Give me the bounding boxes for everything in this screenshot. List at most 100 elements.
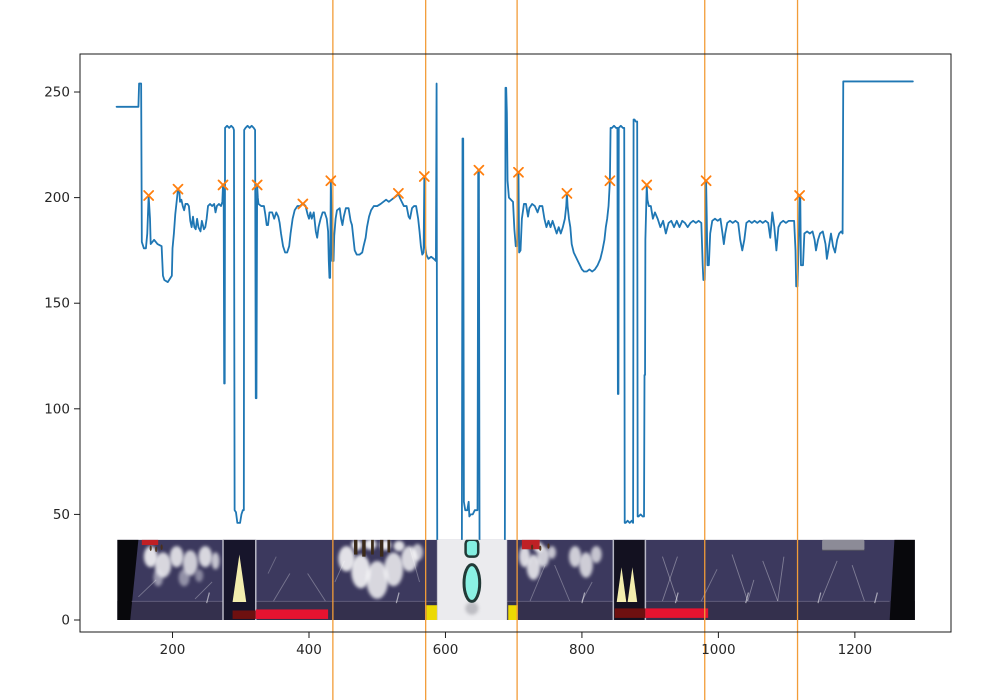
lane-mark xyxy=(273,573,291,602)
curb-tick xyxy=(206,592,210,604)
cloud-swirl xyxy=(526,554,541,580)
lane-mark xyxy=(307,573,326,602)
dark-red-bar-2 xyxy=(614,608,646,618)
lane-mark xyxy=(529,564,546,602)
curb-tick xyxy=(581,592,586,604)
peak-marker-x xyxy=(604,175,616,187)
cloud-swirl xyxy=(412,543,423,561)
lane-mark xyxy=(662,556,678,602)
cloud-swirl xyxy=(211,552,220,570)
cloud-swirl xyxy=(153,569,163,587)
x-tick-label: 200 xyxy=(160,642,186,658)
lane-mark xyxy=(700,569,718,602)
red-bar-2 xyxy=(645,608,709,618)
black-right-wedge xyxy=(889,539,915,621)
dark-red-bar-1 xyxy=(232,610,256,619)
pawn-shadow xyxy=(465,602,479,615)
y-tick-label: 150 xyxy=(44,296,70,312)
dark-streak xyxy=(371,539,374,555)
y-tick-label: 200 xyxy=(44,190,70,206)
x-tick-label: 800 xyxy=(569,642,595,658)
gray-panel xyxy=(822,539,865,551)
peak-marker-x xyxy=(418,171,430,182)
x-tick-label: 400 xyxy=(296,642,322,658)
x-tick-label: 1000 xyxy=(701,642,735,658)
debris-speck xyxy=(149,545,152,551)
line-series xyxy=(115,80,914,571)
cloud-swirl xyxy=(198,546,213,568)
cloud-swirl xyxy=(547,546,556,559)
cloud-swirl xyxy=(182,550,198,576)
game-minimap-strip xyxy=(117,539,915,621)
lane-mark xyxy=(762,560,779,602)
peak-marker-x xyxy=(513,166,524,178)
lane-mark xyxy=(334,560,345,583)
cloud-swirl xyxy=(195,569,204,582)
cloud-swirl xyxy=(364,539,377,550)
up-arrow-sign-2b xyxy=(627,567,638,603)
lane-mark xyxy=(138,579,157,598)
cloud-swirl xyxy=(393,540,405,552)
black-left-wedge xyxy=(117,539,139,621)
lane-mark xyxy=(731,554,749,602)
curb-tick xyxy=(745,592,749,604)
peak-marker-x xyxy=(172,183,184,195)
pawn-head xyxy=(464,539,480,558)
cloud-swirl xyxy=(169,546,184,568)
dark-streak xyxy=(387,539,391,553)
axes: 200 400 600 800 1000 1200 0 50 100 150 200 250 xyxy=(44,53,952,658)
peak-marker-x xyxy=(561,187,573,199)
lane-mark xyxy=(194,581,213,600)
cloud-swirl xyxy=(579,552,593,578)
y-tick-label: 50 xyxy=(53,507,70,523)
lane-mark xyxy=(267,556,277,574)
debris-speck xyxy=(155,546,158,552)
curb-tick xyxy=(874,592,878,604)
lane-mark xyxy=(820,560,838,602)
curb-tick xyxy=(817,592,822,604)
peak-marker-x xyxy=(297,198,309,210)
peak-marker-x xyxy=(325,175,337,187)
x-tick-label: 600 xyxy=(433,642,459,658)
red-bar-1 xyxy=(255,609,329,619)
cloud-swirl xyxy=(568,546,582,568)
lane-mark xyxy=(851,564,865,602)
red-patch-mid xyxy=(521,539,540,550)
curb-tick xyxy=(674,592,679,604)
lane-mark xyxy=(662,556,678,602)
cloud-swirl xyxy=(351,554,371,589)
cloud-swirl xyxy=(143,546,158,568)
dark-streak xyxy=(354,539,358,555)
curb-tick xyxy=(395,592,400,604)
peak-marker-x xyxy=(700,175,712,187)
lane-mark xyxy=(747,579,755,602)
arrow-panel-2 xyxy=(613,539,646,621)
up-arrow-sign-2a xyxy=(616,567,627,603)
peak-marker-x xyxy=(473,164,485,176)
event-vlines xyxy=(332,0,799,700)
peak-marker-x xyxy=(641,179,653,191)
y-tick-label: 250 xyxy=(44,85,70,101)
cloud-swirl xyxy=(366,560,389,599)
pawn-body xyxy=(462,563,482,603)
peak-marker-x xyxy=(143,190,155,201)
y-tick-label: 0 xyxy=(61,613,70,629)
peak-marker-x xyxy=(251,179,263,191)
cloud-swirl xyxy=(590,546,602,563)
axes-spines xyxy=(79,53,952,633)
x-tick-label: 1200 xyxy=(838,642,872,658)
yellow-marker-1 xyxy=(426,605,438,621)
peak-marker-x xyxy=(392,187,404,199)
peak-markers xyxy=(143,164,805,210)
peak-marker-x xyxy=(217,179,229,191)
up-arrow-sign xyxy=(232,554,247,603)
cloud-swirl xyxy=(384,552,404,587)
lane-mark xyxy=(554,564,571,602)
dark-streak xyxy=(379,539,384,557)
cloud-swirl xyxy=(178,569,190,587)
debris-speck xyxy=(160,544,163,550)
lane-mark xyxy=(777,556,785,602)
debris-speck xyxy=(539,545,542,551)
